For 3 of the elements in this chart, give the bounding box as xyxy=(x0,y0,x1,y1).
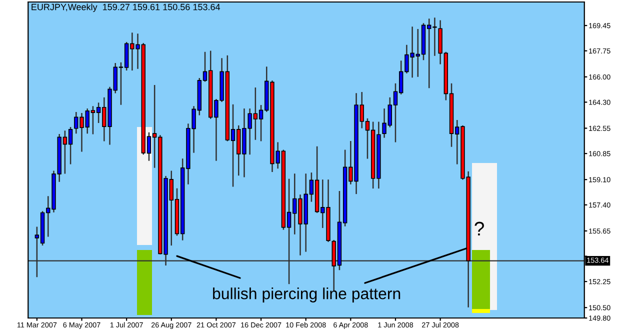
annotation: bullish piercing line pattern xyxy=(213,288,400,302)
chart-title: EURJPY,Weekly 159.27 159.61 150.56 153.64 xyxy=(32,4,220,12)
annotation: ? xyxy=(474,222,484,236)
